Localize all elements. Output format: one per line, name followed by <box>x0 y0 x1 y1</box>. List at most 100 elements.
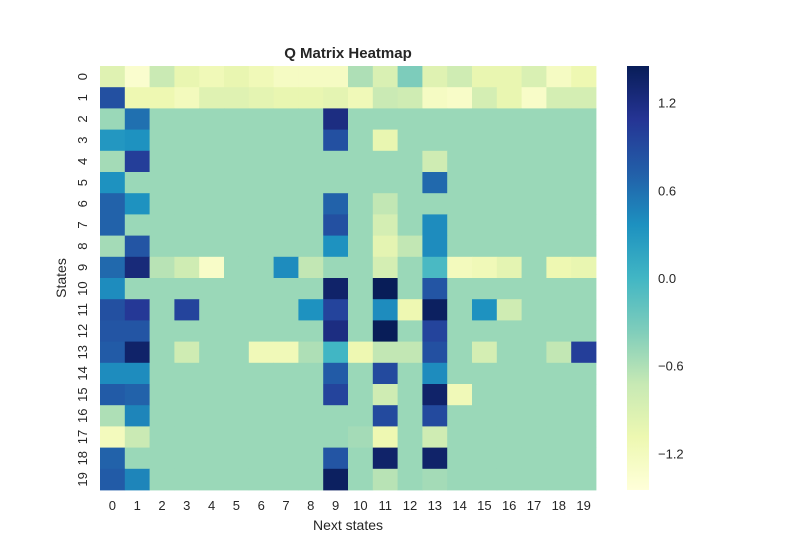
heatmap-cell-r13-c15 <box>472 341 498 364</box>
heatmap-cell-r6-c13 <box>422 193 448 215</box>
heatmap-cell-r8-c1 <box>124 235 150 258</box>
heatmap-cell-r13-c12 <box>397 341 423 364</box>
heatmap-cell-r3-c16 <box>496 129 522 152</box>
heatmap-cell-r11-c13 <box>422 299 448 321</box>
heatmap-cell-r19-c14 <box>447 468 473 491</box>
colorbar-ticks: 1.2 0.6 0.0 −0.6 −1.2 <box>658 96 684 462</box>
heatmap-cell-r9-c18 <box>546 256 572 279</box>
heatmap-cell-r9-c5 <box>224 256 250 279</box>
heatmap-cell-r9-c1 <box>124 256 150 279</box>
heatmap-cell-r17-c16 <box>496 426 522 448</box>
x-tick-label: 5 <box>233 498 240 513</box>
heatmap-cell-r19-c18 <box>546 468 572 491</box>
heatmap-cell-r18-c10 <box>348 447 374 470</box>
heatmap-cell-r16-c1 <box>124 405 150 427</box>
heatmap-cell-r16-c17 <box>521 405 547 427</box>
heatmap-cell-r18-c12 <box>397 447 423 470</box>
heatmap-cell-r7-c18 <box>546 214 572 236</box>
heatmap-cell-r4-c13 <box>422 150 448 173</box>
colorbar-tick-label: −1.2 <box>658 446 684 461</box>
heatmap-cell-r10-c12 <box>397 278 423 300</box>
heatmap-cell-r1-c19 <box>571 87 597 109</box>
heatmap-cell-r12-c18 <box>546 320 572 342</box>
heatmap-cell-r3-c7 <box>273 129 299 152</box>
heatmap-cell-r12-c0 <box>100 320 126 342</box>
heatmap-cell-r10-c16 <box>496 278 522 300</box>
heatmap-cell-r5-c0 <box>100 172 126 194</box>
heatmap-cell-r1-c0 <box>100 87 126 109</box>
heatmap-cell-r14-c10 <box>348 362 374 385</box>
heatmap-cell-r18-c16 <box>496 447 522 470</box>
heatmap-cell-r11-c8 <box>298 299 324 321</box>
heatmap-cell-r12-c6 <box>248 320 274 342</box>
heatmap-cell-r1-c10 <box>348 87 374 109</box>
colorbar-tick-label: 0.6 <box>658 183 676 198</box>
heatmap-cell-r5-c13 <box>422 172 448 194</box>
heatmap-cell-r11-c15 <box>472 299 498 321</box>
heatmap-cell-r8-c2 <box>149 235 175 258</box>
heatmap-cell-r5-c8 <box>298 172 324 194</box>
heatmap-cell-r11-c14 <box>447 299 473 321</box>
heatmap-cell-r3-c2 <box>149 129 175 152</box>
heatmap-cell-r8-c18 <box>546 235 572 258</box>
heatmap-cell-r6-c11 <box>372 193 398 215</box>
heatmap-cell-r1-c4 <box>199 87 225 109</box>
heatmap-cell-r3-c19 <box>571 129 597 152</box>
heatmap-cell-r7-c11 <box>372 214 398 236</box>
y-tick-label: 6 <box>75 200 90 207</box>
heatmap-cell-r8-c0 <box>100 235 126 258</box>
heatmap-cell-r18-c17 <box>521 447 547 470</box>
heatmap-cell-r19-c9 <box>323 468 349 491</box>
heatmap-cell-r6-c19 <box>571 193 597 215</box>
heatmap-cell-r12-c17 <box>521 320 547 342</box>
heatmap-cell-r6-c3 <box>174 193 200 215</box>
heatmap-cell-r4-c18 <box>546 150 572 173</box>
heatmap-cell-r6-c2 <box>149 193 175 215</box>
heatmap-cell-r17-c14 <box>447 426 473 448</box>
chart-title: Q Matrix Heatmap <box>284 45 412 62</box>
heatmap-cell-r1-c17 <box>521 87 547 109</box>
heatmap-cell-r7-c1 <box>124 214 150 236</box>
heatmap-cell-r17-c8 <box>298 426 324 448</box>
colorbar-gradient <box>627 66 649 490</box>
heatmap-cell-r17-c3 <box>174 426 200 448</box>
heatmap-cell-r5-c1 <box>124 172 150 194</box>
heatmap-cell-r16-c4 <box>199 405 225 427</box>
heatmap-cell-r10-c6 <box>248 278 274 300</box>
heatmap-cell-r4-c11 <box>372 150 398 173</box>
heatmap-cell-r13-c3 <box>174 341 200 364</box>
y-tick-label: 17 <box>75 430 90 444</box>
heatmap-cell-r18-c4 <box>199 447 225 470</box>
x-tick-label: 10 <box>353 498 367 513</box>
x-tick-label: 14 <box>452 498 466 513</box>
heatmap-cell-r3-c3 <box>174 129 200 152</box>
heatmap-cell-r9-c10 <box>348 256 374 279</box>
heatmap-cell-r0-c0 <box>100 66 126 88</box>
heatmap-cell-r4-c16 <box>496 150 522 173</box>
heatmap-cells <box>100 66 597 491</box>
heatmap-cell-r2-c5 <box>224 108 250 130</box>
heatmap-cell-r0-c16 <box>496 66 522 88</box>
heatmap-cell-r2-c8 <box>298 108 324 130</box>
heatmap-cell-r9-c12 <box>397 256 423 279</box>
y-tick-label: 8 <box>75 243 90 250</box>
heatmap-cell-r14-c19 <box>571 362 597 385</box>
y-tick-label: 0 <box>75 73 90 80</box>
heatmap-cell-r15-c17 <box>521 384 547 406</box>
heatmap-cell-r17-c0 <box>100 426 126 448</box>
heatmap-cell-r12-c16 <box>496 320 522 342</box>
y-tick-label: 15 <box>75 387 90 401</box>
heatmap-cell-r15-c1 <box>124 384 150 406</box>
heatmap-cell-r17-c11 <box>372 426 398 448</box>
heatmap-cell-r18-c19 <box>571 447 597 470</box>
heatmap-cell-r16-c12 <box>397 405 423 427</box>
heatmap-cell-r14-c15 <box>472 362 498 385</box>
heatmap-cell-r0-c12 <box>397 66 423 88</box>
heatmap-cell-r12-c14 <box>447 320 473 342</box>
heatmap-cell-r8-c16 <box>496 235 522 258</box>
heatmap-cell-r13-c0 <box>100 341 126 364</box>
heatmap-cell-r5-c12 <box>397 172 423 194</box>
heatmap-cell-r9-c16 <box>496 256 522 279</box>
heatmap-cell-r19-c15 <box>472 468 498 491</box>
heatmap-cell-r12-c7 <box>273 320 299 342</box>
